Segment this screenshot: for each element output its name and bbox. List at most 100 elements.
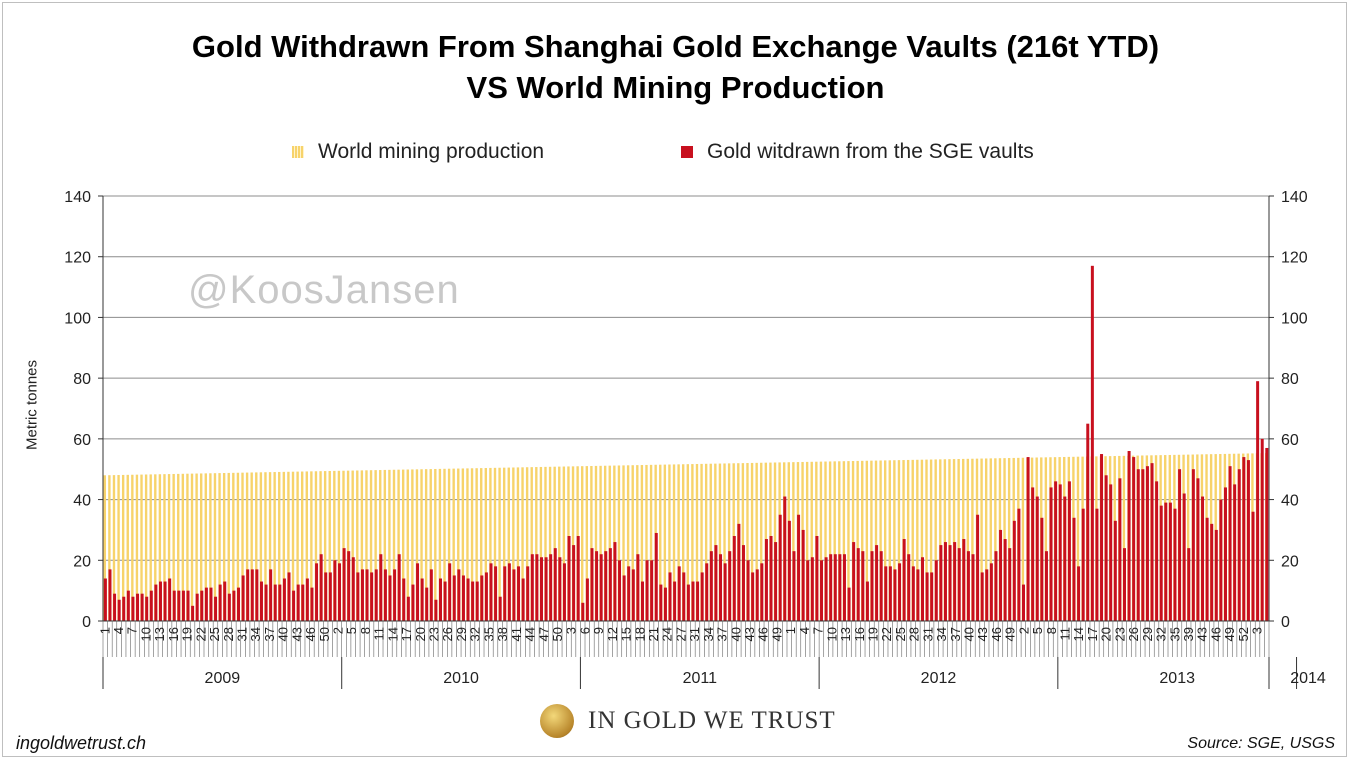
sge-bar: [682, 572, 686, 621]
mining-bar: [401, 469, 405, 621]
sge-bar: [434, 599, 438, 621]
sge-bar: [1077, 566, 1081, 621]
x-tick-label: 5: [1030, 627, 1045, 634]
mining-bar: [925, 459, 928, 621]
x-tick-label: 24: [660, 627, 675, 641]
mining-bar: [966, 458, 970, 621]
mining-bar: [296, 471, 299, 621]
mining-bar: [411, 469, 414, 621]
sge-bar: [383, 569, 387, 621]
sge-bar: [820, 560, 824, 621]
sge-bar: [503, 566, 507, 621]
sge-bar: [181, 590, 185, 621]
mining-bar: [558, 466, 561, 621]
mining-bar: [952, 459, 956, 621]
sge-bar: [1251, 511, 1255, 621]
x-tick-label: 32: [1154, 627, 1169, 641]
mining-bar: [1007, 458, 1011, 621]
mining-bar: [397, 469, 400, 621]
x-tick-label: 40: [962, 627, 977, 641]
sge-bar: [558, 557, 562, 621]
mining-bar: [989, 458, 992, 621]
sge-bar: [1219, 499, 1223, 621]
mining-bar: [204, 473, 207, 621]
x-tick-label: 44: [523, 627, 538, 641]
sge-bar: [1035, 496, 1039, 621]
sge-bar: [787, 520, 791, 621]
sge-bar: [640, 581, 644, 621]
mining-bar: [140, 474, 143, 621]
sge-bar: [443, 581, 447, 621]
sge-bar: [1123, 548, 1126, 621]
x-tick-label: 12: [605, 627, 620, 641]
sge-bar: [604, 551, 608, 621]
mining-bar: [870, 460, 873, 621]
sge-bar: [838, 554, 842, 621]
mining-bar: [571, 466, 575, 621]
sge-bar: [631, 569, 635, 621]
sge-bar: [884, 566, 888, 621]
mining-bar: [209, 473, 212, 621]
mining-bar: [626, 465, 630, 621]
x-tick-label: 16: [852, 627, 867, 641]
mining-bar: [888, 460, 891, 621]
gold-coin-icon: [540, 704, 574, 738]
y-ticks-left: 0 20 40 60 80 100 120 140: [64, 189, 103, 631]
mining-bar: [893, 460, 896, 621]
sge-bar: [709, 551, 713, 621]
sge-bar: [103, 578, 107, 621]
mining-bar: [314, 471, 318, 621]
year-label: 2010: [443, 670, 479, 687]
y-tick-label-left: 140: [64, 189, 91, 206]
sge-bar: [439, 578, 443, 621]
x-tick-label: 46: [989, 627, 1004, 641]
sge-bar: [388, 575, 392, 621]
mining-bar: [484, 468, 488, 621]
mining-bar: [704, 463, 708, 621]
sge-bar: [677, 566, 681, 621]
sge-bar: [608, 548, 612, 621]
mining-bar: [268, 472, 272, 621]
mining-bar: [245, 472, 249, 621]
sge-bar: [1228, 466, 1232, 621]
mining-bar: [810, 461, 813, 621]
sge-bar: [191, 605, 195, 621]
sge-bar: [163, 581, 167, 621]
footer-site: ingoldwetrust.ch: [16, 733, 147, 753]
sge-bar: [1090, 265, 1094, 621]
mining-bar: [879, 460, 882, 621]
sge-bar: [1022, 584, 1026, 621]
sge-bar: [691, 581, 695, 621]
sge-bar: [902, 539, 906, 621]
x-tick-label: 5: [344, 627, 359, 634]
x-tick-label: 41: [509, 627, 524, 641]
watermark: @KoosJansen: [188, 268, 460, 312]
mining-bar: [310, 471, 313, 621]
sge-bar: [976, 514, 980, 621]
sge-bar: [553, 548, 557, 621]
mining-bar: [760, 462, 763, 621]
sge-bar: [1237, 469, 1241, 621]
sge-bar: [746, 560, 750, 621]
sge-bar: [1031, 487, 1035, 621]
mining-bar: [847, 461, 850, 621]
year-label: 2009: [205, 670, 241, 687]
sge-bar: [131, 596, 135, 621]
mining-bar: [980, 458, 983, 621]
sge-bar: [1214, 529, 1218, 621]
sge-bar: [342, 548, 346, 621]
mining-bar: [805, 461, 809, 621]
chart-title-line-1: Gold Withdrawn From Shanghai Gold Exchan…: [191, 29, 1160, 64]
mining-bar: [636, 465, 639, 621]
x-tick-label: 13: [152, 627, 167, 641]
mining-bar: [691, 464, 694, 621]
sge-bar: [953, 542, 957, 621]
mining-bar: [135, 474, 139, 621]
sge-bar: [333, 560, 337, 621]
mining-bar: [172, 473, 175, 621]
legend-label-sge: Gold witdrawn from the SGE vaults: [707, 140, 1034, 163]
mining-bar: [287, 471, 290, 621]
sge-bar: [1054, 481, 1058, 621]
mining-bar: [195, 473, 198, 621]
